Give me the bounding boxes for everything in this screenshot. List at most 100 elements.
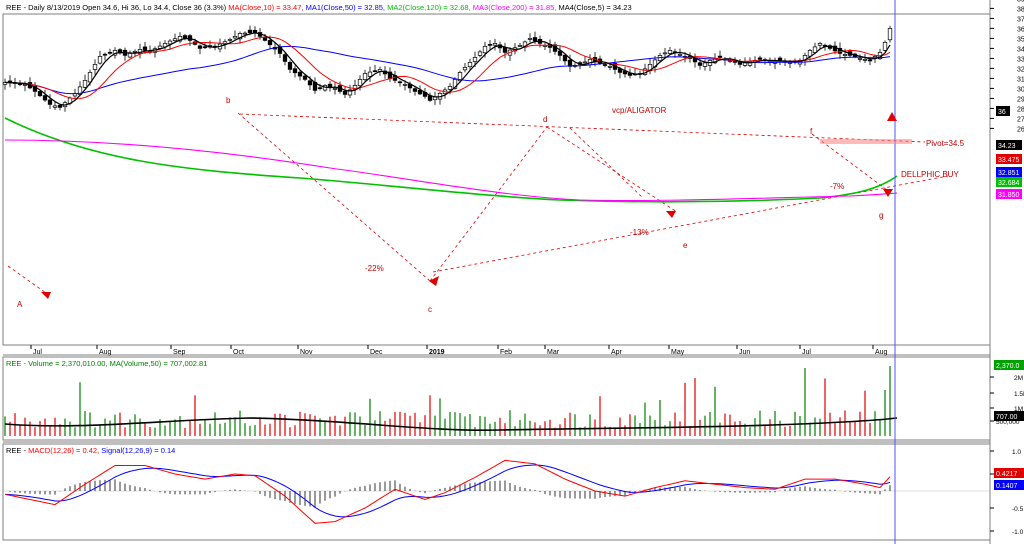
ma5-line [4, 32, 891, 106]
candle-body [292, 68, 298, 74]
candle-body [227, 39, 233, 41]
candle-body [742, 62, 748, 66]
y-axis-label: 28 [1017, 106, 1024, 113]
svg-text:REE - MACD(12,26) = 0.42,: REE - MACD(12,26) = 0.42, Signal(12,26,9… [6, 446, 175, 455]
candle-body [457, 72, 463, 82]
macd-axis-label: -1.0 [1012, 529, 1024, 536]
candle-body [52, 105, 58, 108]
candle-body [307, 80, 313, 86]
wave-label-d: d [543, 115, 547, 124]
candle-body [132, 51, 138, 53]
candle-body [412, 88, 418, 92]
y-axis-label: 26 [1017, 126, 1024, 133]
trendline [237, 112, 431, 282]
y-axis-label: 34 [1017, 46, 1024, 53]
candle-body [467, 62, 473, 68]
candle-body [172, 38, 178, 41]
candle-body [42, 95, 48, 101]
macd-header-prefix: REE - [6, 446, 27, 455]
candle-body [887, 28, 893, 41]
x-axis-label: May [671, 349, 685, 356]
candle-body [857, 58, 863, 60]
price-box [996, 189, 1022, 199]
buy-arrow-c [429, 276, 439, 286]
candle-body [582, 61, 588, 64]
candle-body [247, 29, 253, 34]
x-axis-label: Aug [99, 349, 112, 356]
candle-body [282, 54, 288, 62]
ma200-line [4, 139, 898, 202]
buy-arrow-g [883, 189, 893, 197]
candle-body [462, 67, 468, 71]
svg-text:REE - Daily 8/13/2019 Open 34.: REE - Daily 8/13/2019 Open 34.6, Hi 36, … [6, 3, 632, 12]
volume-value-box [994, 360, 1024, 370]
moving-average-layer [4, 32, 898, 203]
ma200-label: MA3(Close,200) = 31.85, [473, 3, 557, 12]
signal-value-label: 0.1407 [996, 483, 1018, 490]
price-box [996, 140, 1022, 150]
x-axis-label: Jun [739, 349, 750, 356]
macd-line [4, 459, 891, 524]
ma120-label: MA2(Close,120) = 32.68, [387, 3, 471, 12]
candle-body [527, 38, 533, 40]
y-axis-label: 27 [1017, 116, 1024, 123]
wave-label-a: A [17, 300, 23, 309]
price-box [996, 106, 1010, 116]
x-axis-label: Apr [611, 349, 623, 356]
candle-body [862, 59, 868, 61]
candle-body [502, 47, 508, 53]
candle-body [777, 57, 783, 61]
candle-body [237, 33, 243, 40]
candle-body [357, 79, 363, 87]
ma10-label: MA(Close,10) = 33.47, [228, 3, 303, 12]
x-axis-label: Dec [370, 349, 383, 356]
x-axis-label: Jul [33, 349, 42, 356]
candle-body [482, 46, 488, 54]
candle-body [47, 99, 53, 105]
x-axis-label: 2019 [429, 349, 445, 356]
signal-label: Signal(12,26,9) = 0.14 [101, 446, 175, 455]
candle-body [297, 71, 303, 77]
y-axis-label: 38 [1017, 6, 1024, 13]
candle-body [602, 64, 608, 66]
candle-body [22, 84, 28, 86]
candle-body [447, 86, 453, 90]
candle-body [532, 37, 538, 42]
candle-body [397, 81, 403, 84]
candle-body [677, 54, 683, 56]
price-box-label: 31.850 [998, 192, 1020, 199]
candle-body [557, 50, 563, 56]
candle-body [102, 53, 108, 56]
y-axis-label: 30 [1017, 86, 1024, 93]
pattern-label: vcp/ALIGATOR [612, 106, 667, 115]
candle-body [667, 50, 673, 54]
candle-body [867, 59, 873, 62]
candle-body [107, 51, 113, 54]
y-axis-label: 33 [1017, 56, 1024, 63]
candle-body [607, 66, 613, 68]
candle-body [267, 40, 273, 46]
price-header: REE - Daily 8/13/2019 Open 34.6, Hi 36, … [6, 3, 227, 12]
y-axis-label: 32 [1017, 66, 1024, 73]
price-box-label: 33.475 [998, 157, 1020, 164]
trendline [569, 127, 644, 199]
y-axis-label: 31 [1017, 76, 1024, 83]
candle-body [372, 70, 378, 73]
y-axis-label: 29 [1017, 96, 1024, 103]
breakout-arrow [887, 112, 897, 121]
candle-body [197, 45, 203, 49]
candle-body [817, 43, 823, 46]
trendline [239, 113, 926, 143]
ma5-label: MA4(Close,5) = 34.23 [558, 3, 631, 12]
candle-body [77, 86, 83, 95]
x-axis-label: Aug [875, 349, 888, 356]
wave-label-c: c [428, 305, 432, 314]
ma120-line [4, 117, 898, 203]
candle-body [402, 84, 408, 86]
volume-layer [4, 366, 898, 436]
candle-body [202, 46, 208, 49]
candle-body [127, 53, 133, 58]
